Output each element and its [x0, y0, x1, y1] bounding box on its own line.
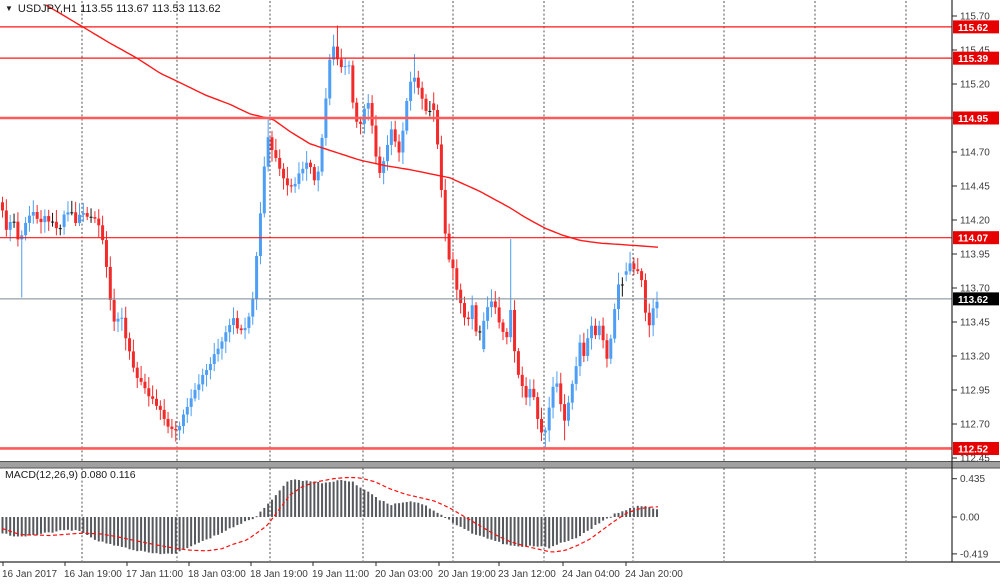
svg-text:113.95: 113.95	[960, 250, 990, 261]
svg-text:20 Jan 19:00: 20 Jan 19:00	[438, 569, 496, 580]
svg-text:18 Jan 19:00: 18 Jan 19:00	[250, 569, 308, 580]
moving-average-line	[45, 4, 659, 248]
svg-text:112.70: 112.70	[960, 420, 990, 431]
svg-text:-0.419: -0.419	[960, 549, 989, 560]
price-axis[interactable]: 115.70 115.45 115.20 114.95 114.70 114.45 114.…	[952, 12, 990, 465]
svg-text:112.95: 112.95	[960, 386, 990, 397]
svg-text:18 Jan 03:00: 18 Jan 03:00	[188, 569, 246, 580]
svg-text:115.20: 115.20	[960, 80, 990, 91]
svg-text:112.45: 112.45	[960, 454, 990, 465]
horizontal-level-lines	[0, 26, 952, 450]
svg-text:16 Jan 2017: 16 Jan 2017	[2, 569, 57, 580]
svg-text:115.70: 115.70	[960, 12, 990, 23]
macd-axis[interactable]: 0.435 0.00 -0.419	[952, 474, 989, 560]
svg-text:17 Jan 11:00: 17 Jan 11:00	[126, 569, 184, 580]
svg-text:16 Jan 19:00: 16 Jan 19:00	[64, 569, 122, 580]
svg-text:115.62: 115.62	[958, 23, 988, 34]
svg-text:20 Jan 03:00: 20 Jan 03:00	[375, 569, 433, 580]
svg-text:0.00: 0.00	[960, 513, 980, 524]
vertical-gridlines	[81, 1, 907, 561]
svg-text:114.45: 114.45	[960, 182, 990, 193]
svg-text:114.95: 114.95	[958, 114, 988, 125]
svg-text:115.45: 115.45	[960, 46, 990, 57]
svg-text:112.52: 112.52	[958, 444, 988, 455]
svg-text:113.70: 113.70	[960, 284, 990, 295]
svg-text:24 Jan 20:00: 24 Jan 20:00	[625, 569, 683, 580]
time-axis[interactable]: 16 Jan 2017 16 Jan 19:00 17 Jan 11:00 18 Ja…	[2, 562, 683, 580]
macd-signal-line	[1, 476, 659, 553]
svg-text:0.435: 0.435	[960, 474, 985, 485]
pane-separator[interactable]	[0, 461, 1000, 469]
svg-text:113.20: 113.20	[960, 352, 990, 363]
svg-text:114.70: 114.70	[960, 148, 990, 159]
macd-histogram	[1, 479, 658, 555]
svg-text:115.39: 115.39	[958, 54, 988, 65]
svg-text:24 Jan 04:00: 24 Jan 04:00	[562, 569, 620, 580]
svg-text:114.07: 114.07	[958, 234, 988, 245]
svg-text:113.62: 113.62	[958, 295, 988, 306]
svg-text:19 Jan 11:00: 19 Jan 11:00	[312, 569, 370, 580]
candlestick-series	[1, 25, 659, 450]
price-axis-badges: 115.62 115.39 114.95 114.07 113.62 112.52	[953, 20, 999, 455]
svg-text:114.20: 114.20	[960, 216, 990, 227]
svg-text:113.45: 113.45	[960, 318, 990, 329]
svg-text:23 Jan 12:00: 23 Jan 12:00	[498, 569, 556, 580]
